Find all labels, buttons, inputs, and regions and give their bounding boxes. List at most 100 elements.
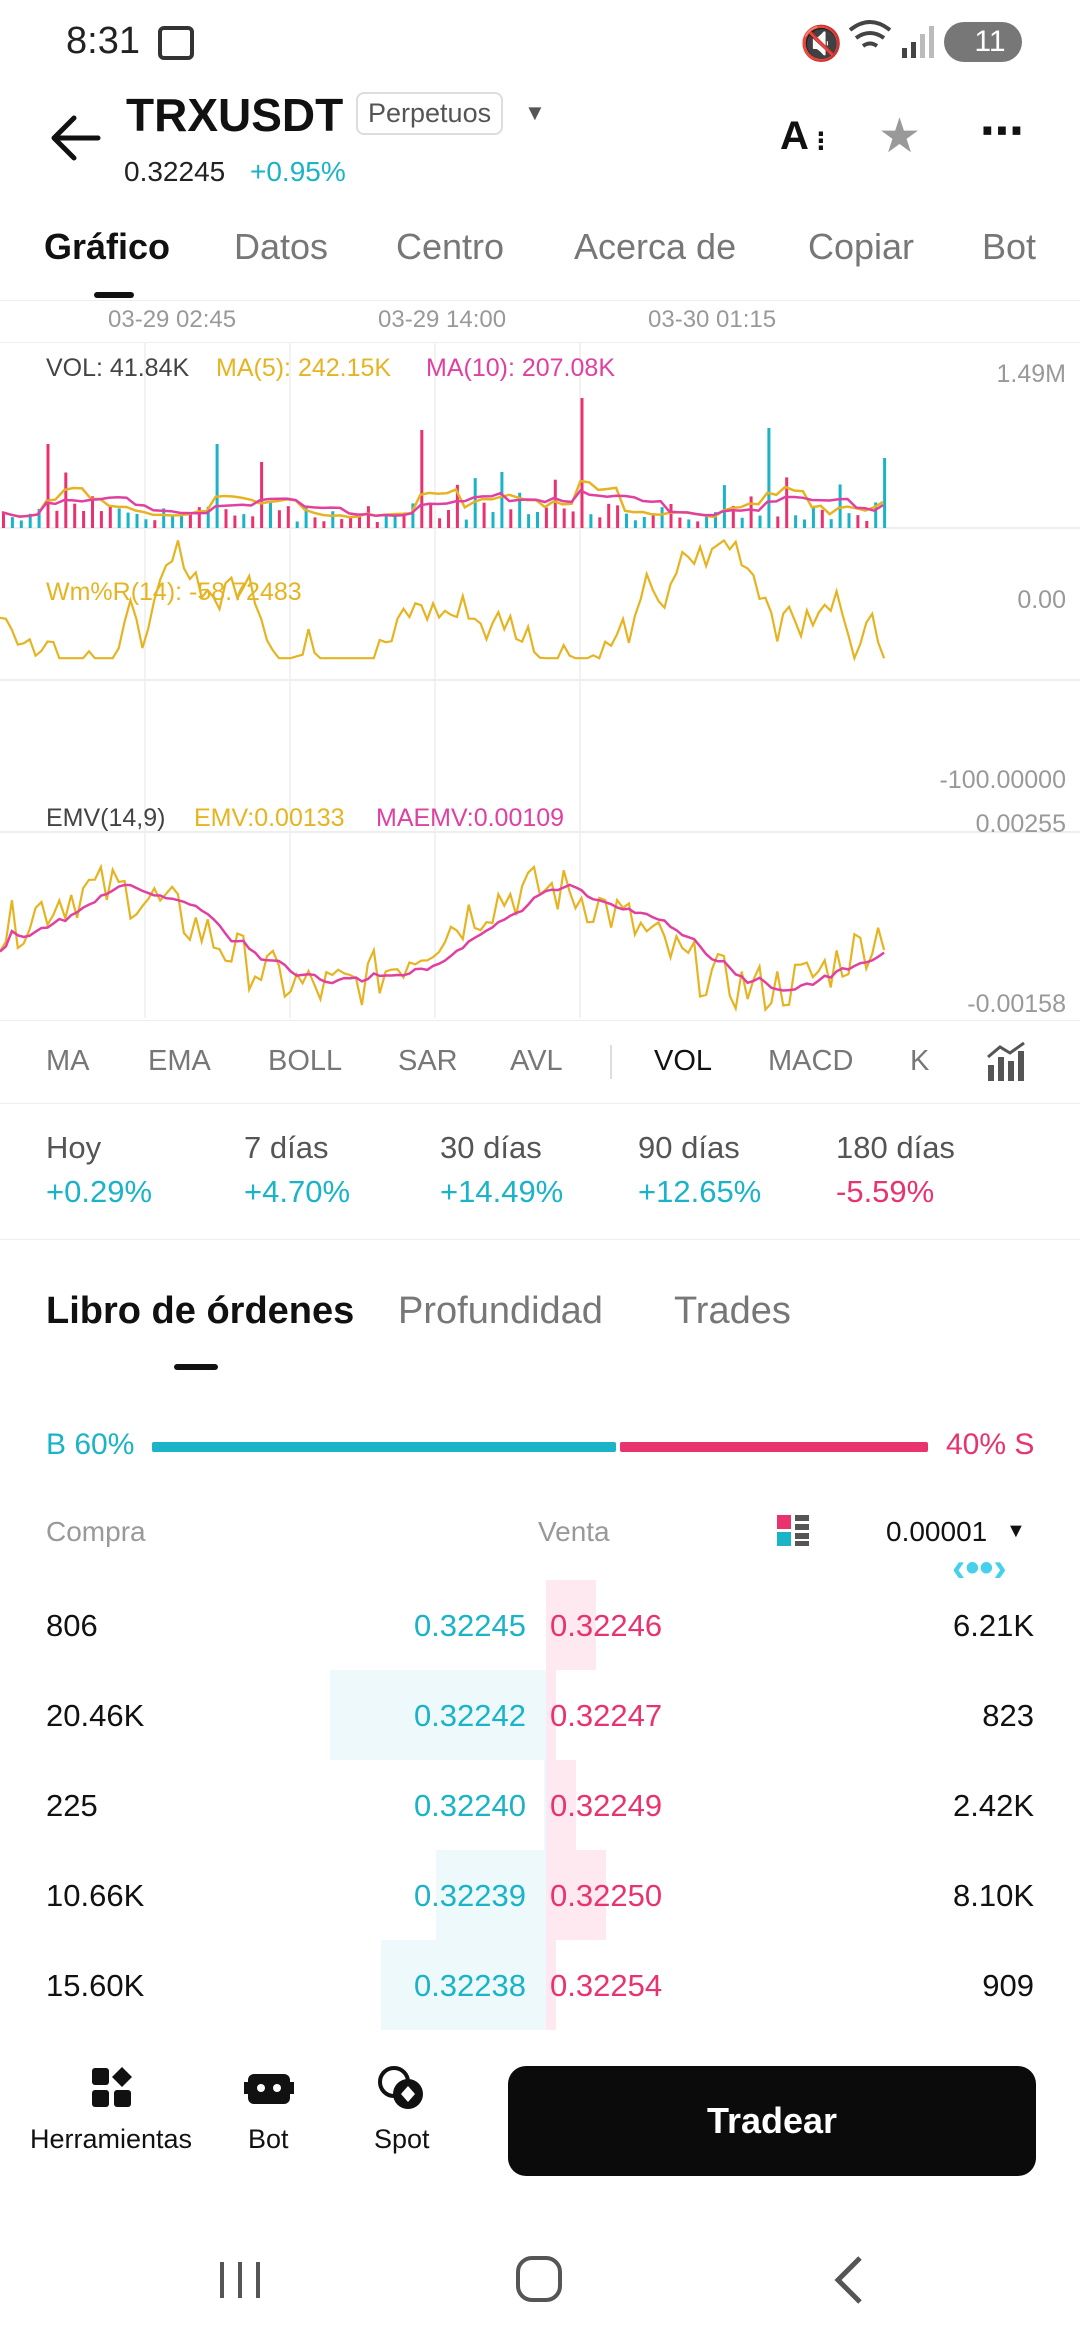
volume-bar (651, 515, 655, 528)
volume-bar (215, 444, 219, 528)
indicator-vol[interactable]: VOL (654, 1045, 713, 1077)
indicator-macd[interactable]: MACD (768, 1045, 854, 1077)
volume-bar (180, 513, 183, 528)
volume-bar (117, 508, 121, 528)
performance-label: Hoy (46, 1130, 102, 1165)
performance-label: 90 días (638, 1130, 740, 1165)
tab-copiar[interactable]: Copiar (808, 226, 915, 267)
bot-button[interactable]: Bot (230, 2066, 310, 2166)
tab-libro-de-ordenes[interactable]: Libro de órdenes (46, 1290, 355, 1332)
tools-button[interactable]: Herramientas (24, 2066, 204, 2166)
spot-button[interactable]: Spot (364, 2066, 444, 2166)
floating-assistant-icon[interactable]: ‹••› (952, 1546, 1007, 1590)
book-tab-active-indicator (174, 1364, 218, 1370)
indicator-sar[interactable]: SAR (398, 1045, 458, 1077)
indicator-k[interactable]: K (910, 1045, 930, 1077)
volume-bar (224, 509, 228, 528)
volume-bar (722, 485, 726, 528)
indicator-ma[interactable]: MA (46, 1045, 90, 1077)
performance-label: 30 días (440, 1130, 542, 1165)
volume-bar (19, 520, 23, 528)
favorite-star-icon[interactable]: ★ (878, 110, 922, 163)
volume-bar (144, 519, 148, 528)
book-row[interactable]: 20.46K 0.32242 0.32247 823 (0, 1670, 1080, 1760)
tab-grafico[interactable]: Gráfico (44, 226, 171, 267)
indicator-ema[interactable]: EMA (148, 1045, 211, 1077)
volume-bar (883, 458, 887, 528)
symbol-dropdown-icon[interactable]: ▼ (524, 100, 546, 125)
volume-bar (46, 444, 50, 528)
book-row[interactable]: 10.66K 0.32239 0.32250 8.10K (0, 1850, 1080, 1940)
tab-datos[interactable]: Datos (234, 226, 329, 267)
volume-bar (375, 521, 379, 528)
font-size-icon[interactable]: A⋮ (780, 114, 833, 158)
bot-label: Bot (248, 2124, 289, 2154)
volume-bar (331, 511, 335, 528)
precision-selector[interactable]: 0.00001 (886, 1516, 988, 1547)
buy-ratio-label: B 60% (46, 1428, 135, 1461)
volume-bar (402, 512, 406, 528)
volume-bar (197, 507, 201, 528)
performance-item: 180 días -5.59% (836, 1130, 955, 1210)
ask-price: 0.32246 (550, 1608, 663, 1643)
volume-bar (429, 504, 433, 528)
signal-icon (902, 26, 934, 58)
volume-bar (304, 508, 308, 528)
tab-bot[interactable]: Bot (982, 226, 1037, 267)
performance-item: 7 días +4.70% (244, 1130, 350, 1210)
performance-value: -5.59% (836, 1174, 935, 1209)
home-icon[interactable] (512, 2250, 572, 2310)
tab-active-indicator (94, 292, 134, 298)
performance-item: 30 días +14.49% (440, 1130, 563, 1210)
precision-dropdown-icon[interactable]: ▼ (1006, 1520, 1026, 1542)
tab-profundidad[interactable]: Profundidad (398, 1290, 603, 1332)
volume-bar (313, 517, 317, 528)
indicator-avl[interactable]: AVL (510, 1045, 563, 1077)
price-change: +0.95% (250, 156, 346, 187)
volume-bar (162, 508, 166, 528)
tab-centro[interactable]: Centro (396, 226, 505, 267)
indicator-settings-icon[interactable] (984, 1041, 1028, 1085)
volume-bar (865, 520, 869, 528)
ma10-label: MA(10): 207.08K (426, 354, 615, 382)
battery-icon: 11 (944, 22, 1022, 62)
recent-apps-icon[interactable] (216, 2256, 266, 2306)
volume-bar (188, 513, 192, 528)
indicator-boll[interactable]: BOLL (268, 1045, 343, 1077)
symbol-title[interactable]: TRXUSDT (126, 89, 344, 141)
book-row[interactable]: 15.60K 0.32238 0.32254 909 (0, 1940, 1080, 2030)
more-options-icon[interactable]: ⋯ (980, 107, 1026, 156)
book-layout-icon[interactable] (776, 1514, 810, 1548)
volume-bar (527, 514, 531, 528)
volume-bar (518, 492, 522, 528)
tab-acerca-de[interactable]: Acerca de (574, 226, 737, 267)
book-row[interactable]: 225 0.32240 0.32249 2.42K (0, 1760, 1080, 1850)
tools-label: Herramientas (30, 2124, 193, 2154)
volume-bar (322, 521, 326, 528)
ask-depth-bar (546, 1940, 556, 2030)
maemv-label: MAEMV:0.00109 (376, 804, 565, 832)
tab-trades[interactable]: Trades (674, 1290, 791, 1332)
volume-bar (625, 513, 628, 528)
volume-bar (260, 462, 264, 528)
volume-bar (500, 472, 504, 528)
system-back-icon[interactable] (824, 2250, 874, 2310)
volume-bar (803, 519, 806, 528)
contract-type-badge[interactable]: Perpetuos (356, 92, 504, 135)
chart-area[interactable]: 03-29 02:45 03-29 14:00 03-30 01:15 VOL:… (0, 302, 1080, 1020)
time-label: 03-29 02:45 (108, 306, 237, 333)
volume-bar (633, 520, 637, 528)
bid-depth-bar (544, 1760, 546, 1850)
volume-bar (393, 513, 397, 528)
volume-bar (482, 502, 486, 528)
volume-bar (598, 517, 602, 528)
back-arrow-icon[interactable] (46, 108, 106, 168)
volume-bar (580, 398, 584, 528)
tabs-divider (0, 300, 1080, 301)
trade-button[interactable]: Tradear (508, 2066, 1036, 2176)
book-row[interactable]: 806 0.32245 0.32246 6.21K (0, 1580, 1080, 1670)
bid-price: 0.32242 (413, 1698, 526, 1733)
last-price: 0.32245 (124, 156, 226, 187)
ask-price: 0.32247 (550, 1698, 663, 1733)
volume-bar (28, 513, 32, 528)
